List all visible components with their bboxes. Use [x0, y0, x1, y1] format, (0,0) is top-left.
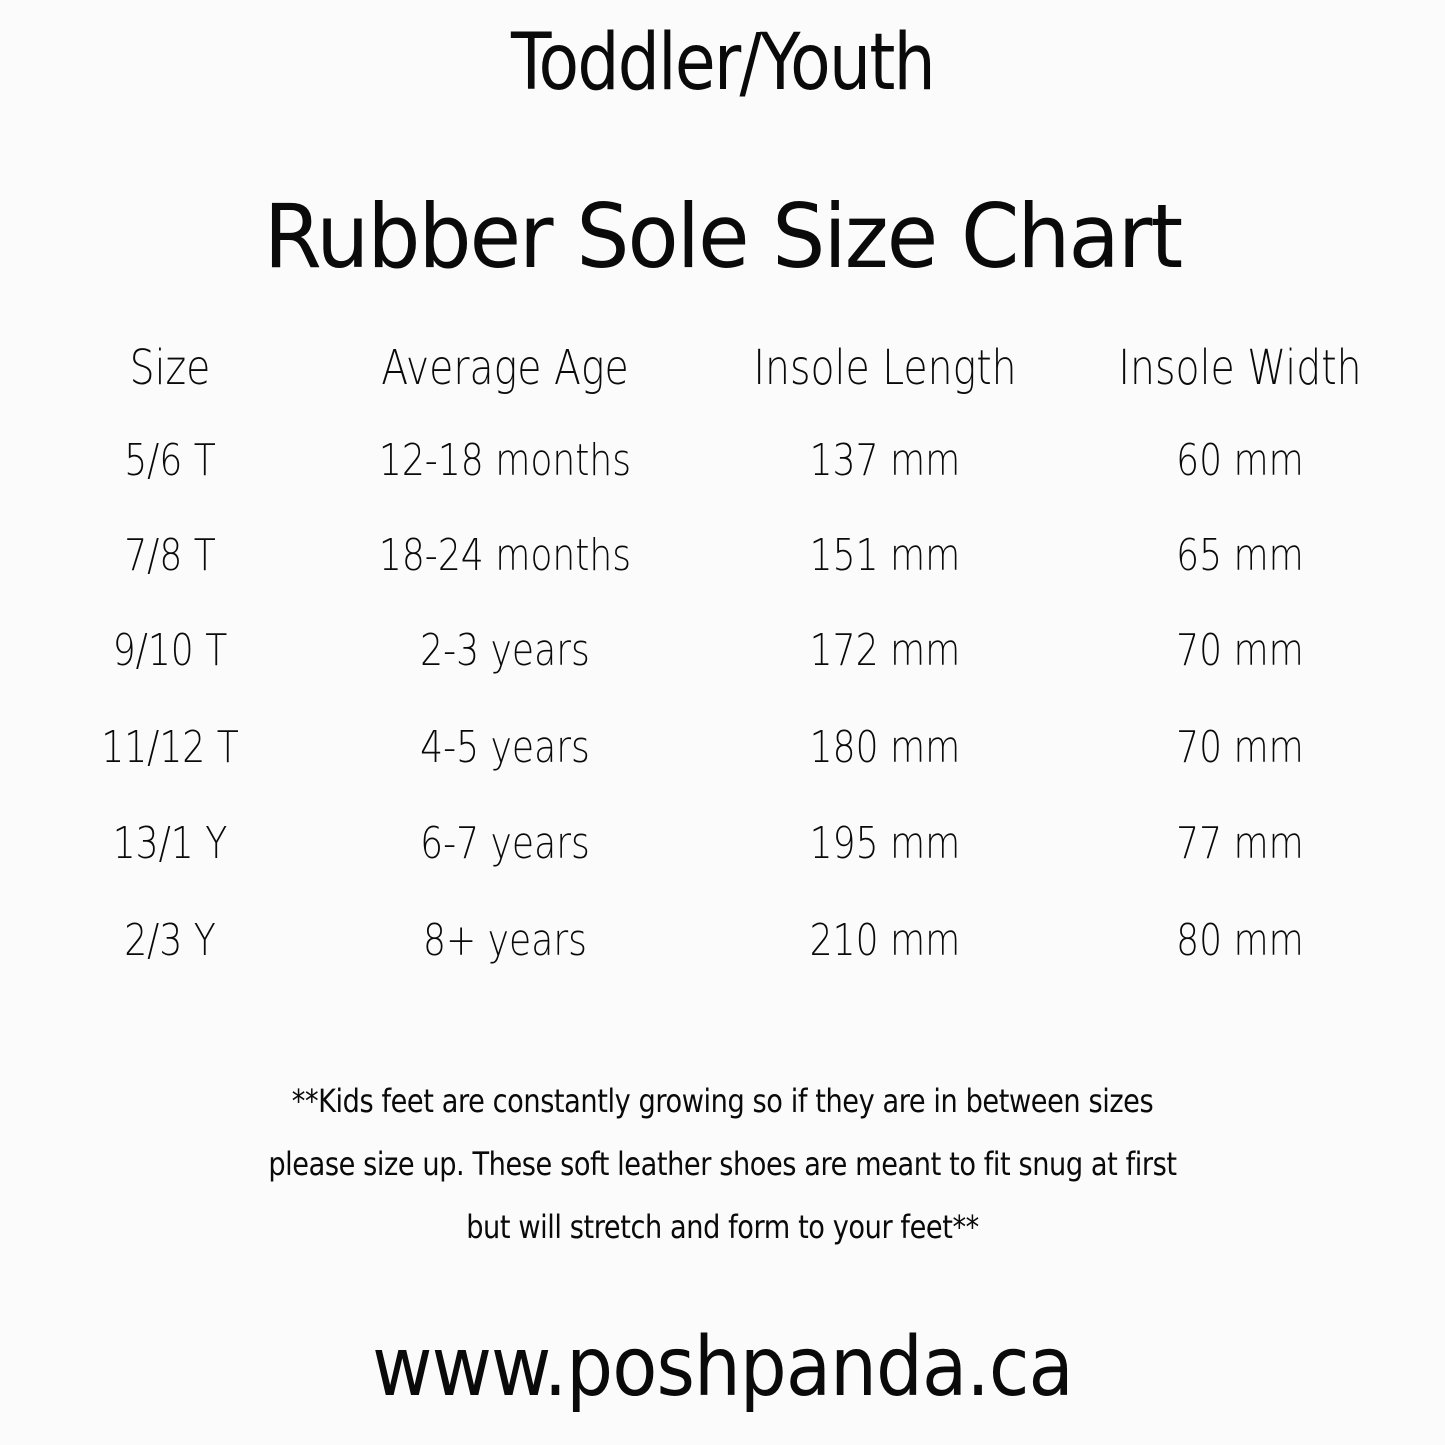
table-cell: 195 mm: [809, 818, 961, 869]
note-line-1: **Kids feet are constantly growing so if…: [291, 1082, 1154, 1120]
table-cell: 137 mm: [809, 435, 961, 486]
table-cell: 9/10 T: [112, 625, 228, 676]
table-cell: 11/12 T: [101, 722, 239, 773]
table-cell: 77 mm: [1176, 818, 1304, 869]
table-cell: 8+ years: [423, 915, 587, 966]
table-cell: 210 mm: [809, 915, 961, 966]
column-header: Average Age: [381, 340, 629, 396]
table-cell: 172 mm: [809, 625, 961, 676]
table-cell: 13/1 Y: [112, 818, 228, 869]
table-cell: 180 mm: [809, 722, 961, 773]
table-cell: 2/3 Y: [124, 915, 216, 966]
table-cell: 18-24 months: [378, 530, 632, 581]
table-cell: 2-3 years: [420, 625, 590, 676]
note-line-2: please size up. These soft leather shoes…: [268, 1145, 1177, 1183]
table-cell: 4-5 years: [420, 722, 590, 773]
title-line-1: Toddler/Youth: [511, 18, 936, 108]
table-cell: 12-18 months: [378, 435, 632, 486]
table-cell: 70 mm: [1176, 625, 1304, 676]
table-cell: 80 mm: [1176, 915, 1304, 966]
table-cell: 65 mm: [1176, 530, 1304, 581]
table-cell: 7/8 T: [124, 530, 216, 581]
column-header: Insole Width: [1118, 340, 1362, 396]
table-cell: 151 mm: [809, 530, 961, 581]
website-url: www.poshpanda.ca: [372, 1320, 1074, 1415]
column-header: Insole Length: [753, 340, 1017, 396]
table-cell: 5/6 T: [124, 435, 216, 486]
table-cell: 6-7 years: [420, 818, 590, 869]
note-line-3: but will stretch and form to your feet**: [466, 1208, 979, 1246]
table-cell: 70 mm: [1176, 722, 1304, 773]
column-header: Size: [129, 340, 211, 396]
title-line-2: Rubber Sole Size Chart: [263, 185, 1183, 288]
table-cell: 60 mm: [1176, 435, 1304, 486]
